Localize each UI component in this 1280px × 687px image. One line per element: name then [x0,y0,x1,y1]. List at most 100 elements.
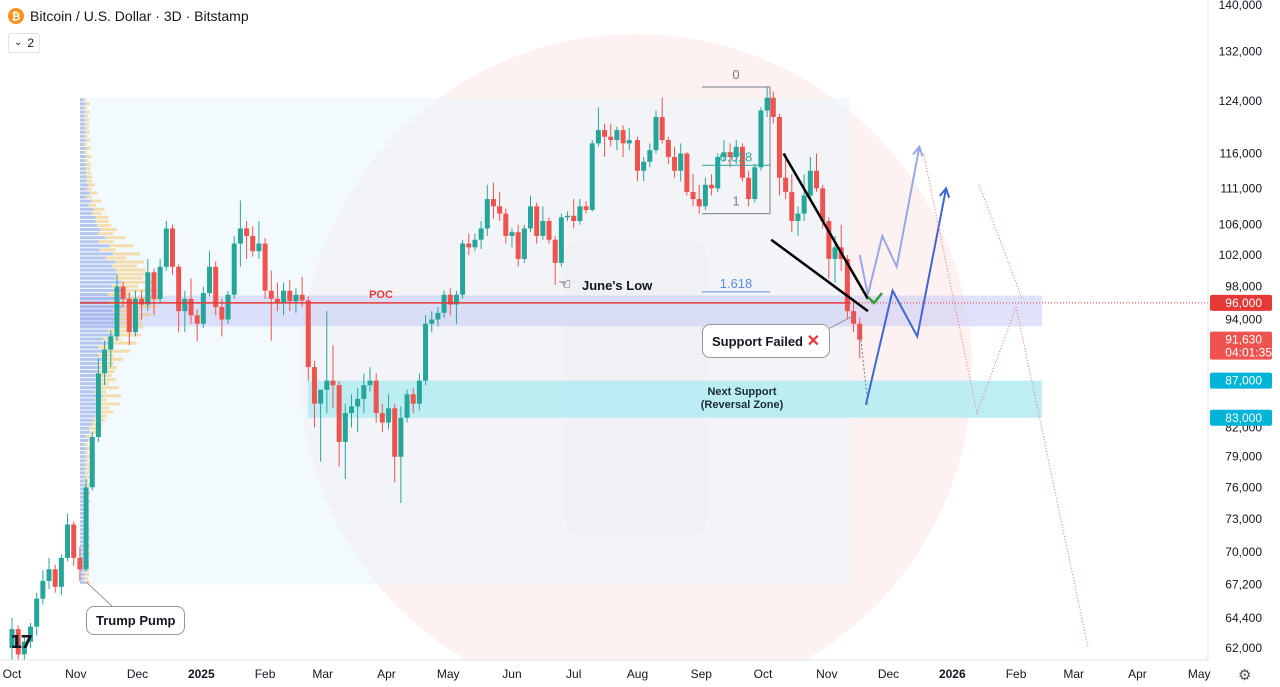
volume-profile-bar-down [80,402,102,406]
volume-profile-bar-up [105,236,126,240]
volume-profile-bar-down [80,580,86,584]
volume-profile-bar-up [84,459,89,463]
volume-profile-bar-down [80,264,112,268]
candle-body [484,199,490,229]
volume-profile-bar-up [95,215,109,219]
volume-profile-bar-up [89,191,98,195]
chart-header: ₿ Bitcoin / U.S. Dollar · 3D · Bitstamp [8,8,249,24]
volume-profile-bar-down [80,370,99,374]
volume-profile-bar-up [114,276,144,280]
candle-body [672,156,678,171]
symbol-title[interactable]: Bitcoin / U.S. Dollar · 3D · Bitstamp [30,8,249,24]
candle-body [758,110,764,168]
zone-price-tag-bg [1210,372,1272,389]
price-axis-tick: 70,000 [1225,545,1262,559]
volume-profile-bar-down [80,142,84,146]
volume-profile-bar-down [80,386,102,390]
volume-profile-bar-up [101,386,119,390]
volume-profile-bar-down [80,475,86,479]
candle-body [801,195,807,214]
june-low-label: June's Low [582,278,653,293]
price-axis-tick: 94,000 [1225,313,1262,327]
volume-profile-bar-down [80,511,85,515]
volume-profile-bar-down [80,163,87,167]
candle-body [237,228,243,244]
volume-profile-bar-down [80,536,86,540]
volume-profile-bar-down [80,418,94,422]
time-axis-tick: Oct [3,667,22,681]
candle-body [509,232,515,236]
candle-body [386,408,392,423]
trump-pump-callout: Trump Pump [86,606,186,635]
volume-profile-bar-down [80,325,115,329]
volume-profile-bar-down [80,150,84,154]
candle-body [558,217,564,263]
volume-profile-bar-up [99,378,116,382]
chevron-down-icon: ⌄ [14,37,23,48]
volume-profile-bar-up [86,455,92,459]
volume-profile-bar-down [80,390,95,394]
volume-profile-bar-up [88,203,96,207]
candle-body [534,206,540,236]
volume-profile-bar-up [105,256,127,260]
candle-body [665,140,671,157]
volume-profile-bar-down [80,349,108,353]
candle-body [311,367,317,404]
candle-body [250,235,256,252]
candle-body [497,206,503,214]
trump-pump-label: Trump Pump [96,613,176,628]
volume-profile-bar-up [100,228,118,232]
volume-profile-bar-up [115,268,146,272]
candle-body [200,293,206,324]
candle-body [696,199,702,207]
volume-profile-bar-down [80,256,106,260]
volume-profile-bar-down [80,341,111,345]
candle-body [602,130,608,137]
time-axis-tick: Aug [627,667,648,681]
candle-body [783,177,789,192]
candle-body [416,380,422,404]
volume-profile-bar-up [83,106,88,110]
volume-profile-bar-down [80,199,92,203]
indicators-toggle[interactable]: ⌄ 2 [8,33,41,53]
volume-profile-bar-down [80,211,92,215]
volume-profile-bar-down [80,272,117,276]
candle-body [392,408,398,457]
candle-body [641,161,647,171]
candle-body [503,213,509,236]
candle-body [151,272,157,299]
time-axis-tick: Apr [377,667,396,681]
volume-profile-bar-up [108,329,132,333]
candle-body [336,385,342,442]
poc-label: POC [369,289,393,301]
candle-body [647,150,653,162]
price-axis-tick: 111,000 [1220,181,1262,195]
candle-body [789,191,795,221]
volume-profile-bar-down [80,219,96,223]
volume-profile-bar-down [80,292,108,296]
trump-pump-pointer [85,581,113,607]
candle-body [256,243,262,252]
volume-profile-bar-down [80,499,86,503]
candle-body [281,290,287,303]
candle-body [188,298,194,316]
volume-profile-bar-down [80,548,84,552]
candle-body [145,272,151,305]
poc-price-tag-bg [1210,294,1272,311]
volume-profile-bar-down [80,438,88,442]
candle-body [71,524,77,558]
volume-profile-bar-down [80,260,116,264]
candle-body [244,228,250,236]
green-check-icon [867,292,883,305]
candle-body [274,298,280,303]
volume-profile-bar-down [80,329,109,333]
candle-body [231,243,237,295]
volume-profile-bar-up [86,175,93,179]
gear-icon[interactable]: ⚙ [1238,666,1252,684]
candle-body [429,319,435,324]
volume-profile-bar-up [116,272,148,276]
volume-profile-bar-up [121,280,155,284]
candle-body [58,557,64,587]
volume-profile-bar-down [80,288,124,292]
